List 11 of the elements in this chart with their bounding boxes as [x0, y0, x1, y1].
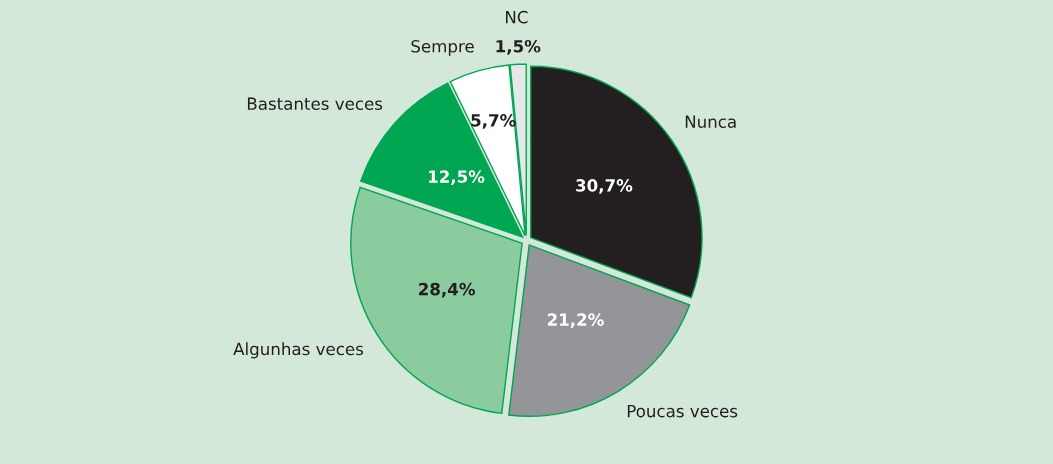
data-label: 21,2%	[547, 313, 604, 329]
slice-label: Bastantes veces	[247, 97, 383, 110]
data-label: 1,5%	[496, 39, 541, 55]
slice-label: Sempre	[411, 39, 474, 56]
data-label: 28,4%	[419, 282, 476, 298]
data-label: 12,5%	[428, 170, 485, 185]
slice-label: Algunhas veces	[233, 342, 364, 359]
slice-label: NC	[505, 10, 528, 24]
slice-label: Nunca	[685, 115, 736, 128]
data-label: 30,7%	[576, 179, 633, 194]
slice-label: Poucas veces	[627, 405, 738, 418]
